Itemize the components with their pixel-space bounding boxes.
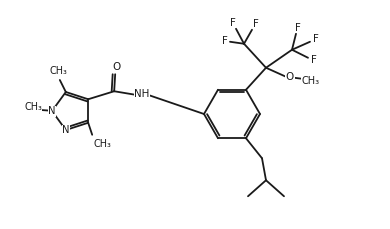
Text: F: F (313, 34, 319, 44)
Text: N: N (62, 125, 69, 135)
Text: O: O (286, 72, 294, 82)
Text: CH₃: CH₃ (302, 76, 320, 86)
Text: F: F (253, 19, 259, 29)
Text: F: F (311, 55, 317, 65)
Text: CH₃: CH₃ (24, 102, 42, 112)
Text: N: N (48, 106, 56, 116)
Text: F: F (295, 23, 301, 33)
Text: O: O (112, 62, 120, 72)
Text: F: F (230, 18, 236, 28)
Text: F: F (222, 36, 228, 46)
Text: NH: NH (135, 89, 150, 99)
Text: CH₃: CH₃ (93, 139, 111, 149)
Text: CH₃: CH₃ (50, 66, 68, 76)
